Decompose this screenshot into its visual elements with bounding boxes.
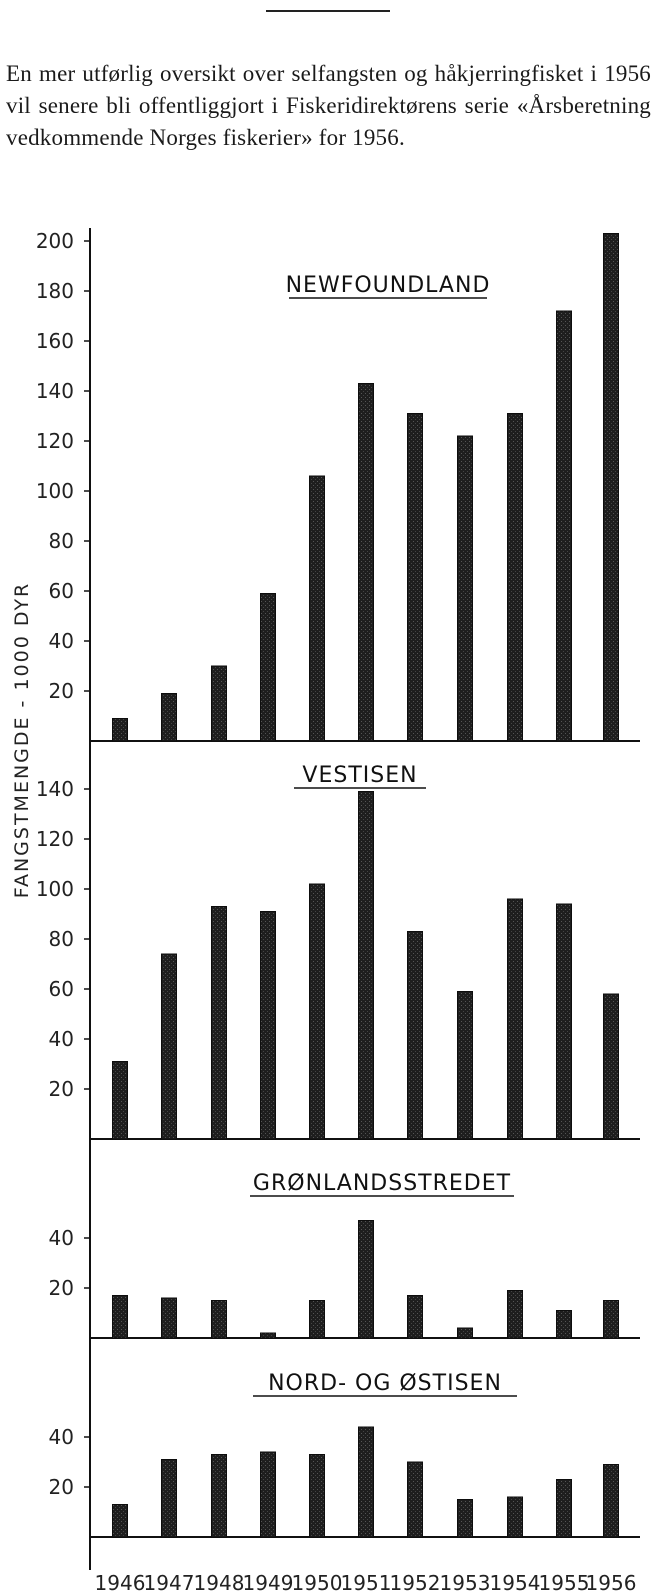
bar <box>457 435 473 742</box>
bar <box>507 898 523 1140</box>
x-tick-label: 1946 <box>95 1571 146 1595</box>
y-tick-label: 120 <box>36 827 74 851</box>
y-tick-label: 80 <box>49 529 74 553</box>
bar <box>211 1454 227 1538</box>
y-tick-label: 100 <box>36 479 74 503</box>
bar <box>260 593 276 742</box>
y-tick-label: 20 <box>49 1276 74 1300</box>
bar <box>457 1327 473 1339</box>
bar <box>112 1061 128 1140</box>
bar <box>556 1310 572 1339</box>
x-tick-label: 1952 <box>390 1571 441 1595</box>
bar <box>507 413 523 742</box>
x-tick-label: 1949 <box>243 1571 294 1595</box>
bar <box>112 1295 128 1339</box>
y-tick-label: 120 <box>36 429 74 453</box>
panel-title: GRØNLANDSSTREDET <box>253 1171 511 1196</box>
panel-title: NORD- OG ØSTISEN <box>268 1371 502 1396</box>
bar <box>556 1479 572 1538</box>
y-tick-label: 80 <box>49 927 74 951</box>
bar <box>407 1461 423 1538</box>
y-tick-label: 20 <box>49 679 74 703</box>
y-tick-label: 40 <box>49 1027 74 1051</box>
y-tick-label: 140 <box>36 379 74 403</box>
bar <box>161 693 177 742</box>
bar <box>556 310 572 742</box>
y-tick-label: 160 <box>36 329 74 353</box>
bar <box>309 1454 325 1538</box>
bar <box>309 1300 325 1339</box>
bar <box>603 1464 619 1538</box>
y-tick-label: 40 <box>49 629 74 653</box>
bar <box>260 1451 276 1538</box>
y-tick-label: 140 <box>36 777 74 801</box>
bar <box>358 791 374 1140</box>
bar <box>211 1300 227 1339</box>
x-tick-label: 1953 <box>440 1571 491 1595</box>
x-tick-label: 1947 <box>144 1571 195 1595</box>
bar <box>457 1499 473 1538</box>
bar <box>407 931 423 1140</box>
bar <box>211 665 227 742</box>
bar <box>556 903 572 1140</box>
bar <box>260 911 276 1140</box>
bar <box>603 233 619 742</box>
bar <box>507 1290 523 1339</box>
bar <box>507 1496 523 1538</box>
x-tick-label: 1954 <box>490 1571 541 1595</box>
y-tick-label: 20 <box>49 1077 74 1101</box>
x-tick-label: 1955 <box>539 1571 590 1595</box>
y-axis-label: FANGSTMENGDE - 1000 DYR <box>11 582 33 898</box>
y-tick-label: 180 <box>36 279 74 303</box>
y-tick-label: 40 <box>49 1226 74 1250</box>
bar <box>260 1332 276 1339</box>
bar <box>309 475 325 742</box>
bar <box>112 1504 128 1538</box>
bar <box>603 993 619 1140</box>
bar <box>309 883 325 1140</box>
y-tick-label: 60 <box>49 579 74 603</box>
x-tick-label: 1956 <box>586 1571 637 1595</box>
x-tick-label: 1950 <box>292 1571 343 1595</box>
bar <box>112 718 128 742</box>
y-tick-label: 100 <box>36 877 74 901</box>
intro-paragraph: En mer utførlig oversikt over selfangste… <box>6 61 651 150</box>
bar <box>211 906 227 1140</box>
bar <box>358 1426 374 1538</box>
bar <box>161 1297 177 1339</box>
bar <box>161 953 177 1140</box>
panel-title: VESTISEN <box>302 763 417 788</box>
bar <box>457 991 473 1140</box>
y-tick-label: 20 <box>49 1475 74 1499</box>
y-tick-label: 40 <box>49 1425 74 1449</box>
y-tick-label: 200 <box>36 229 74 253</box>
bar <box>358 1220 374 1339</box>
bar <box>407 413 423 742</box>
x-tick-label: 1951 <box>341 1571 392 1595</box>
panel-title: NEWFOUNDLAND <box>286 273 491 298</box>
x-tick-label: 1948 <box>194 1571 245 1595</box>
separator-rule <box>266 10 390 12</box>
bar <box>161 1459 177 1538</box>
y-tick-label: 60 <box>49 977 74 1001</box>
bar <box>407 1295 423 1339</box>
bar <box>358 383 374 742</box>
bar <box>603 1300 619 1339</box>
